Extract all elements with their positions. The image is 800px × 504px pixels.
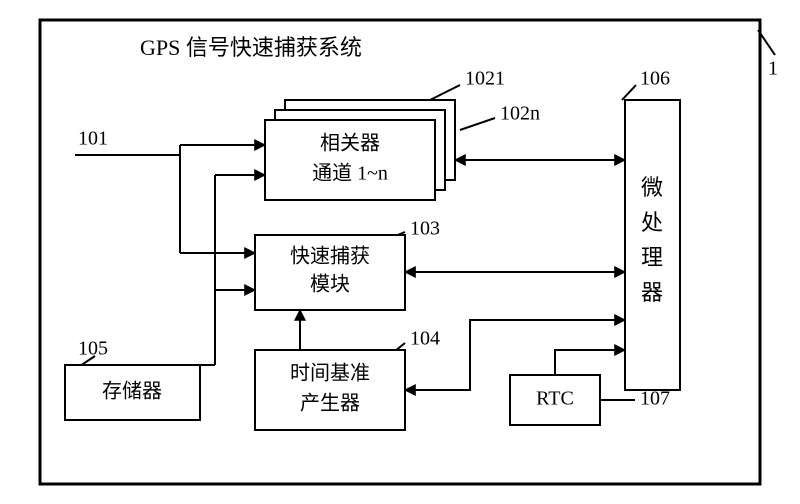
label-106: 106 [640,68,670,90]
label-1021: 1021 [465,68,505,90]
correlator-line2: 通道 1~n [312,162,388,185]
label-101: 101 [78,128,108,150]
timebase-line1: 时间基准 [290,362,370,385]
rtc-line1: RTC [536,388,574,410]
label-system-ref: 1 [768,58,778,80]
timebase-line2: 产生器 [300,392,360,415]
memory-line1: 存储器 [102,380,162,403]
diagram-title: GPS 信号快速捕获系统 [140,35,362,60]
label-103: 103 [410,218,440,240]
label-104: 104 [410,328,440,350]
mcu-char-2: 理 [641,245,663,270]
mcu-char-3: 器 [641,280,663,305]
mcu-char-0: 微 [641,175,663,200]
label-102n: 102n [500,103,540,125]
fast-acq-line2: 模块 [310,273,350,296]
mcu-char-1: 处 [641,210,663,235]
fast-acq-line1: 快速捕获 [290,245,370,268]
correlator-line1: 相关器 [320,132,380,155]
